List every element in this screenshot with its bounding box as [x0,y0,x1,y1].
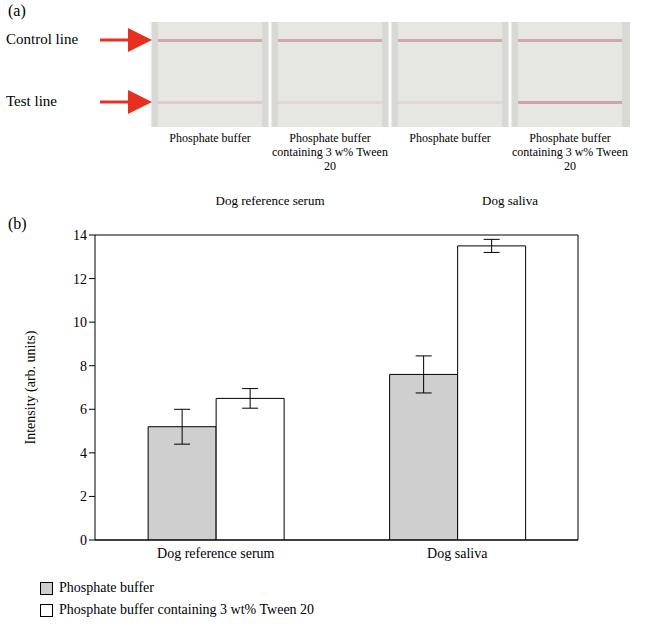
svg-text:Intensity (arb. units): Intensity (arb. units) [23,330,39,444]
svg-text:14: 14 [73,228,87,243]
html-text:Phosphate buffer containing 3: Phosphate buffer containing 3 wt% Tween … [59,602,315,617]
svg-text:12: 12 [73,272,87,287]
svg-text:Dog reference serum: Dog reference serum [157,546,274,561]
svg-text:0: 0 [80,533,87,548]
svg-text:6: 6 [80,402,87,417]
html-text:(a): (a) [8,2,26,19]
html-text:(b): (b) [8,215,27,232]
html-text:Phosphate buffer containing 3: Phosphate buffer containing 3 w% Tween 2… [512,131,628,173]
html-text:Dog saliva: Dog saliva [482,193,538,208]
html-text:Phosphate buffer: Phosphate buffer [169,131,251,145]
html-text:Test line: Test line [6,93,57,109]
svg-text:10: 10 [73,315,87,330]
svg-text:Dog saliva: Dog saliva [427,546,488,561]
html-text:Dog reference serum: Dog reference serum [215,193,325,208]
svg-text:4: 4 [80,446,87,461]
html-text:Phosphate buffer: Phosphate buffer [409,131,491,145]
html-text:Phosphate buffer: Phosphate buffer [59,580,154,595]
html-text:Control line: Control line [6,31,79,47]
svg-text:8: 8 [80,359,87,374]
svg-text:2: 2 [80,489,87,504]
html-text:Phosphate buffer containing 3: Phosphate buffer containing 3 w% Tween 2… [272,131,388,173]
